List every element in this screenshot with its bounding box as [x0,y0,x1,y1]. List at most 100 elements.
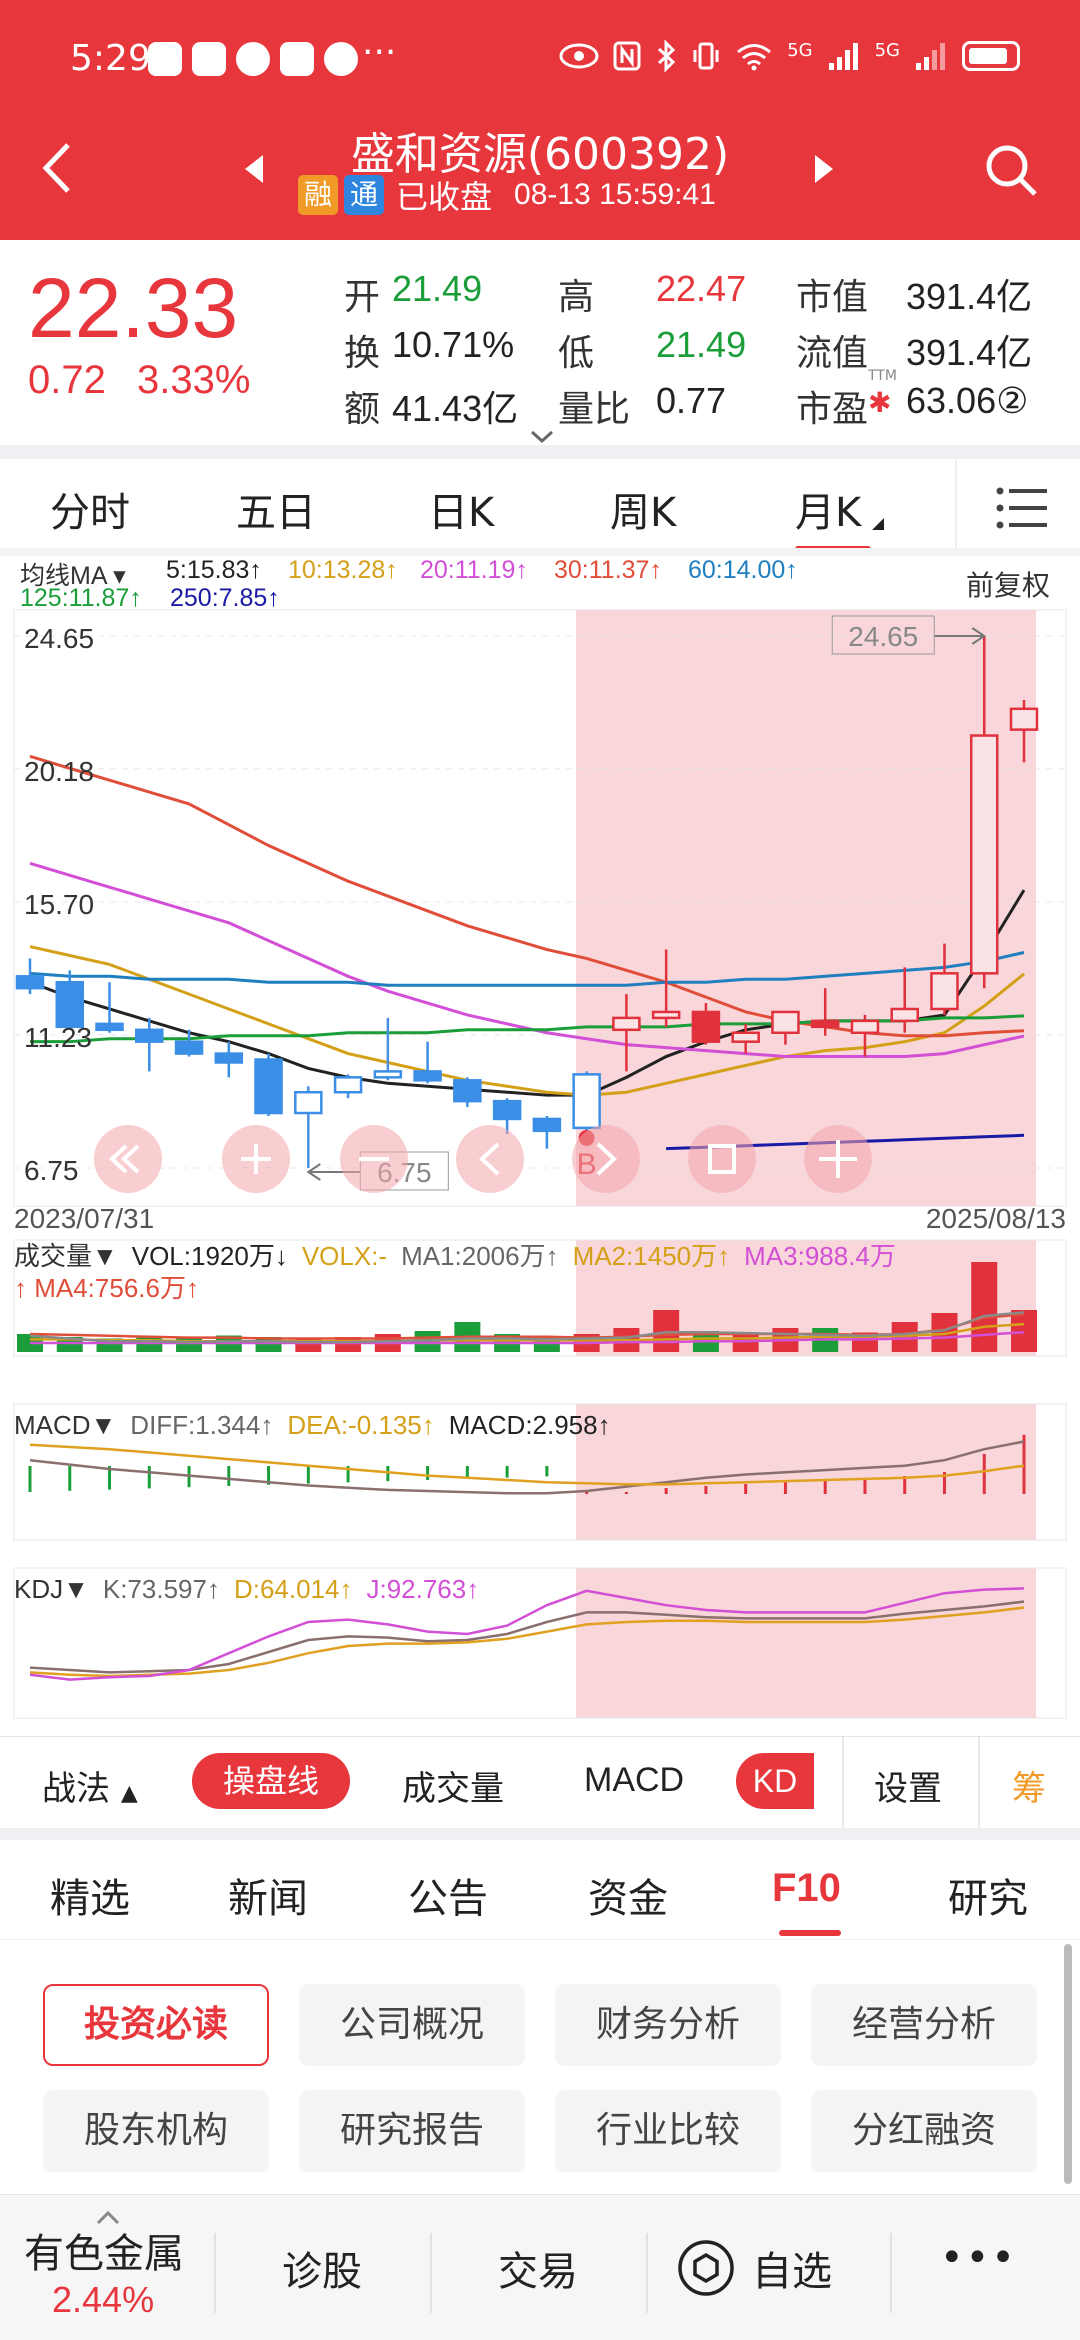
tab-day-k[interactable]: 日K [428,490,495,536]
tab-kdj[interactable]: KD [736,1753,814,1809]
chips-button[interactable]: 筹 [1012,1769,1046,1809]
next-stock-button[interactable] [815,155,833,183]
nav-separator [430,2233,432,2313]
more-button[interactable]: ••• [940,2235,1017,2281]
active-info-tab-indicator [779,1930,841,1936]
f10-company-overview[interactable]: 公司概况 [299,1984,525,2066]
candle-body [333,1076,363,1094]
vol-legend-item: MA3:988.4万 [744,1241,896,1271]
candle-body [1009,707,1039,731]
expand-quote-button[interactable] [530,422,554,450]
prev-stock-button[interactable] [245,155,263,183]
scrollbar[interactable] [1064,1944,1072,2184]
settings-button[interactable]: 设置 [874,1769,942,1809]
f10-investment-must-read[interactable]: 投资必读 [43,1984,269,2066]
quote-value: 391.4亿 [906,332,1033,373]
quote-label: 高 [558,277,595,318]
search-button[interactable] [983,142,1039,198]
quote-value: 21.49 [392,268,483,309]
tab-fenshi[interactable]: 分时 [50,490,130,536]
tab-news[interactable]: 新闻 [228,1876,308,1922]
rotate-control[interactable] [688,1125,756,1193]
f10-business-analysis[interactable]: 经营分析 [811,1984,1037,2066]
y-tick-label: 20.18 [24,756,94,787]
vibrate-icon [693,42,719,70]
macd-legend-item: DIFF:1.344↑ [130,1410,274,1440]
candle-body [532,1117,562,1133]
change-amount: 0.72 [28,358,106,402]
max-label-box [831,615,935,655]
kline-chart[interactable]: 24.65 20.18 15.70 11.23 6.75 2023/07/31 2025/0… [0,556,1080,1736]
macd-legend-item[interactable]: MACD▼ [14,1410,117,1440]
ma-legend-title-text: 均线MA [20,562,107,590]
adjust-mode-button[interactable]: 前复权 [966,569,1051,602]
nav-separator [890,2233,892,2313]
tab-month-k[interactable]: 月K [795,490,862,536]
candle-body [214,1052,244,1064]
kdj-legend-item[interactable]: KDJ▼ [14,1574,89,1604]
candle-body [373,1070,403,1079]
candle-body [969,734,999,975]
y-tick-label: 15.70 [24,889,94,920]
scroll-left-control[interactable] [94,1125,162,1193]
nav-watchlist[interactable]: 自选 [676,2233,832,2303]
nav-diagnose[interactable]: 诊股 [282,2249,362,2295]
tab-volume[interactable]: 成交量 [402,1769,504,1809]
tab-research[interactable]: 研究 [948,1876,1028,1922]
strategy-label: 战法 [42,1769,110,1809]
app-notification-icon [324,42,358,76]
status-time: 5:29 [70,38,151,79]
system-status-icons: 5G 5G [559,40,1020,72]
ma-legend-title[interactable]: 均线MA ▾ [20,562,126,590]
signal-icon [916,43,945,70]
market-status: 已收盘 [396,178,493,216]
f10-financial-analysis[interactable]: 财务分析 [555,1984,781,2066]
tab-week-k[interactable]: 周K [610,490,677,536]
plus-icon [241,1144,271,1174]
f10-research-reports[interactable]: 研究报告 [299,2090,525,2172]
nav-separator [646,2233,648,2313]
section-divider [0,445,1080,459]
quote-value: 391.4亿 [906,276,1033,317]
kdj-legend-item: D:64.014↑ [233,1574,353,1604]
chart-menu-button[interactable] [955,460,1080,556]
tab-five-day[interactable]: 五日 [236,490,316,536]
tab-f10[interactable]: F10 [772,1866,841,1910]
chat-notification-icon [236,42,270,76]
volume-bar [1011,1310,1037,1352]
tab-featured[interactable]: 精选 [50,1876,130,1922]
quote-value: 10.71% [392,324,515,365]
nav-separator [214,2233,216,2313]
period-tabs: 分时 五日 日K 周K 月K [0,460,1080,556]
move-icon [819,1140,857,1178]
macd-legend: MACD▼ DIFF:1.344↑ DEA:-0.135↑ MACD:2.958↑ [14,1410,1074,1441]
tab-caopanxian[interactable]: 操盘线 [192,1753,350,1809]
watchlist-label: 自选 [752,2249,832,2295]
ma125-value: 125:11.87↑ [20,584,142,612]
battery-icon [962,41,1020,71]
candle-body [850,1019,880,1035]
sector-name[interactable]: 有色金属 [24,2231,184,2277]
f10-dividend-financing[interactable]: 分红融资 [811,2090,1037,2172]
step-left-control[interactable] [456,1125,524,1193]
vol-legend-item[interactable]: 成交量▼ [14,1241,118,1271]
f10-shareholders[interactable]: 股东机构 [43,2090,269,2172]
candle-body [413,1070,442,1082]
tab-funds[interactable]: 资金 [588,1876,668,1922]
ma5-value: 5:15.83↑ [166,556,262,584]
max-arrow-head [971,627,987,645]
back-button[interactable] [40,140,74,210]
signal-icon [828,43,858,70]
tab-macd[interactable]: MACD [584,1761,685,1799]
ttm-label: TTM [868,368,897,384]
strategy-button[interactable]: 战法 ▲ [42,1761,138,1810]
nav-trade[interactable]: 交易 [498,2249,578,2295]
candle-body [612,1016,641,1032]
tab-announcements[interactable]: 公告 [408,1876,488,1922]
candle-body [572,1073,601,1130]
step-right-control[interactable] [572,1125,640,1193]
f10-industry-comparison[interactable]: 行业比较 [555,2090,781,2172]
candle-body [890,1007,919,1023]
candle-body [492,1099,522,1121]
main-plot-frame [13,609,1067,1207]
